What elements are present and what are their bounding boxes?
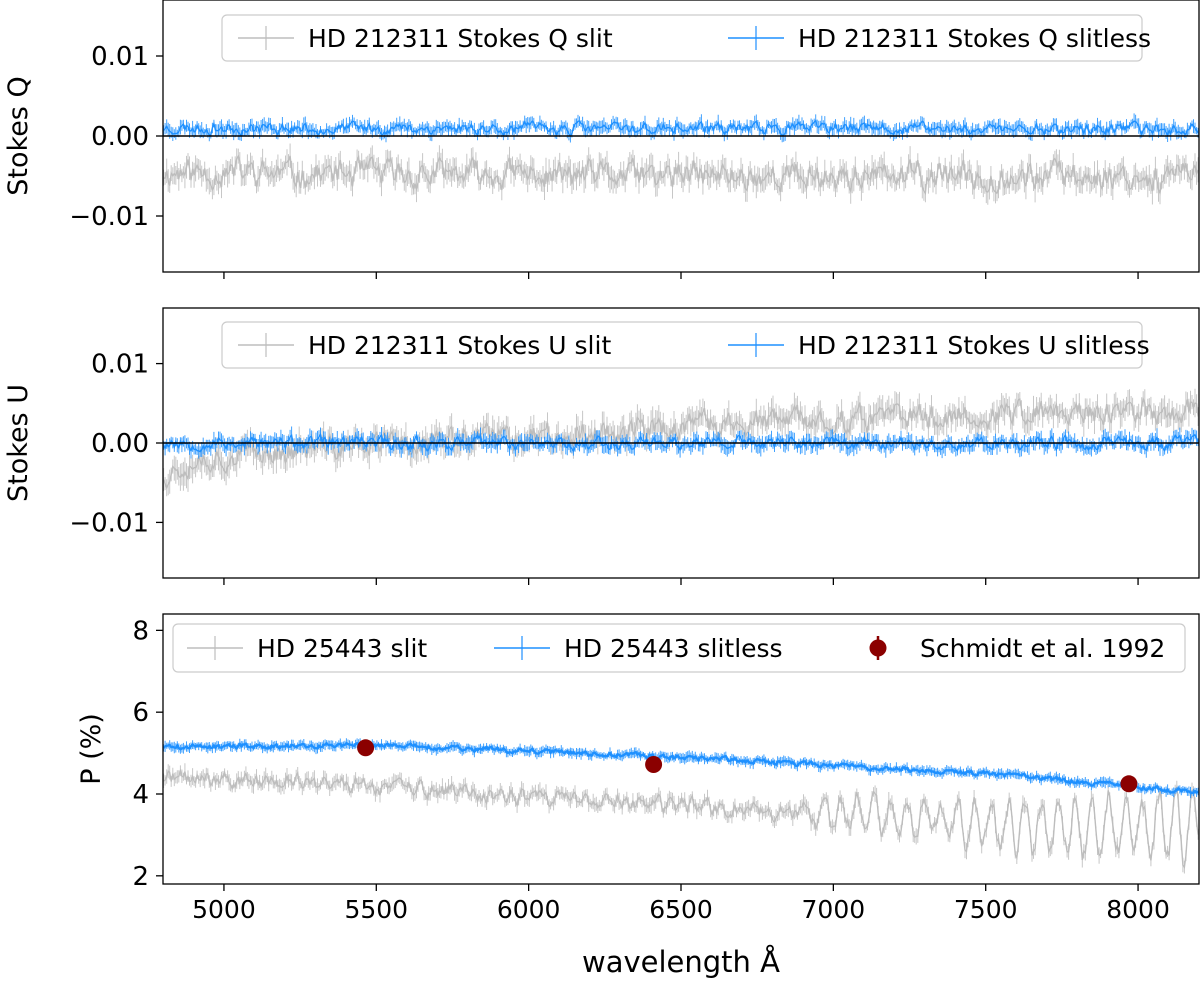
x-tick-label: 6500 xyxy=(649,895,713,924)
y-tick-label: 2 xyxy=(132,862,149,892)
series-slitless xyxy=(163,738,1199,799)
x-axis-label: wavelength Å xyxy=(582,945,780,979)
series-slit xyxy=(163,143,1199,205)
y-axis-label: P (%) xyxy=(76,713,107,785)
legend-label: HD 212311 Stokes Q slitless xyxy=(798,24,1151,53)
series-line xyxy=(163,396,1199,490)
x-tick-label: 5500 xyxy=(344,895,408,924)
legend-marker xyxy=(869,639,887,657)
y-tick-label: 0.01 xyxy=(91,42,149,72)
x-tick-label: 8000 xyxy=(1106,895,1170,924)
y-tick-label: 8 xyxy=(132,616,149,646)
plot-area xyxy=(163,388,1199,497)
reference-point-2 xyxy=(645,756,663,773)
legend-label: HD 212311 Stokes U slitless xyxy=(798,331,1150,360)
plot-area xyxy=(163,738,1199,874)
y-tick-label: −0.01 xyxy=(69,202,149,232)
legend-box xyxy=(172,623,1186,673)
legend-label: HD 212311 Stokes U slit xyxy=(308,331,611,360)
legend-item: HD 25443 slit xyxy=(187,634,427,663)
y-tick-label: 0.01 xyxy=(91,350,149,380)
series-line xyxy=(163,432,1199,453)
y-tick-label: −0.01 xyxy=(69,508,149,538)
y-tick-label: 0.00 xyxy=(91,122,149,152)
y-axis-label: Stokes U xyxy=(3,384,34,502)
legend-item: HD 212311 Stokes U slitless xyxy=(728,331,1150,360)
y-tick-label: 4 xyxy=(132,780,149,810)
legend-label: Schmidt et al. 1992 xyxy=(920,634,1165,663)
reference-point-1 xyxy=(357,739,375,757)
legend-label: HD 25443 slit xyxy=(257,634,427,663)
legend-box xyxy=(221,14,1143,62)
series-line xyxy=(163,740,1199,795)
x-tick-label: 6000 xyxy=(497,895,561,924)
panel-stokes-q: 0.01 0.00 −0.01 Stokes Q HD 212311 Stokes … xyxy=(3,0,1200,279)
y-axis-label: Stokes Q xyxy=(3,76,34,195)
error-bars xyxy=(163,113,1199,143)
y-tick-label: 0.00 xyxy=(91,429,149,459)
legend-label: HD 25443 slitless xyxy=(564,634,783,663)
legend-item: Schmidt et al. 1992 xyxy=(869,634,1165,663)
legend-box xyxy=(221,321,1143,369)
reference-point-3 xyxy=(1120,775,1138,793)
legend-item: HD 25443 slitless xyxy=(494,634,783,663)
series-line xyxy=(163,154,1199,197)
x-tick-label: 5000 xyxy=(192,895,256,924)
legend-item: HD 212311 Stokes Q slitless xyxy=(728,24,1151,53)
series-line xyxy=(163,119,1199,137)
legend-item: HD 212311 Stokes U slit xyxy=(238,331,611,360)
x-tick-label: 7000 xyxy=(802,895,866,924)
panel-stokes-u: 0.01 0.00 −0.01 Stokes U HD 212311 Stokes … xyxy=(3,307,1200,585)
x-tick-label: 7500 xyxy=(954,895,1018,924)
series-line xyxy=(163,768,1199,869)
legend-item: HD 212311 Stokes Q slit xyxy=(238,24,613,53)
plot-area xyxy=(163,113,1199,205)
legend-label: HD 212311 Stokes Q slit xyxy=(308,24,613,53)
y-tick-label: 6 xyxy=(132,698,149,728)
series-slit xyxy=(163,763,1199,874)
series-slitless xyxy=(163,113,1199,143)
